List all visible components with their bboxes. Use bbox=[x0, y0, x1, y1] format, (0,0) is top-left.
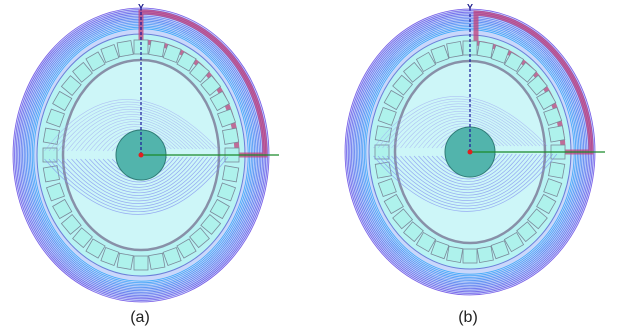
slot bbox=[149, 41, 165, 57]
slot bbox=[463, 249, 477, 263]
slot bbox=[375, 145, 389, 159]
slot bbox=[149, 253, 165, 269]
slot bbox=[134, 256, 148, 270]
slot bbox=[223, 128, 239, 144]
origin bbox=[139, 153, 144, 158]
panel-a bbox=[13, 8, 279, 302]
slot bbox=[549, 126, 565, 142]
origin bbox=[468, 150, 473, 155]
slot bbox=[447, 41, 463, 57]
panel-b bbox=[345, 9, 605, 295]
slot bbox=[463, 41, 477, 55]
slot bbox=[117, 41, 133, 57]
figure: (a) (b) Y Y bbox=[0, 0, 618, 335]
axis-label: Y bbox=[138, 2, 144, 12]
slot bbox=[447, 246, 463, 262]
slot bbox=[477, 246, 493, 262]
caption: (b) bbox=[458, 309, 478, 326]
slot bbox=[375, 162, 391, 178]
slot bbox=[477, 41, 493, 57]
slot bbox=[223, 166, 239, 182]
caption: (a) bbox=[130, 309, 150, 326]
slot bbox=[117, 253, 133, 269]
slot bbox=[549, 162, 565, 178]
axis-label: Y bbox=[467, 2, 473, 12]
